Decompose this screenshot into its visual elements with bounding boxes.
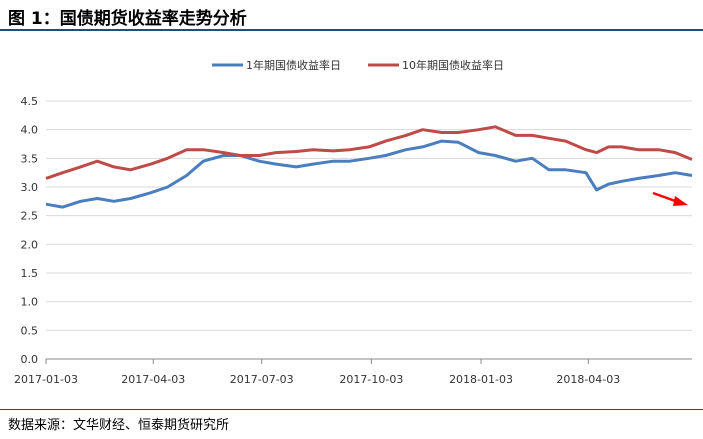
x-axis: 2017-01-03 2017-04-03 2017-07-03 2017-10-03… xyxy=(14,359,620,386)
y-tick-label: 3.5 xyxy=(21,152,39,165)
trend-arrow-shaft xyxy=(652,191,679,204)
legend-label-1y: 1年期国债收益率日 xyxy=(246,58,341,72)
gridlines xyxy=(46,100,692,360)
x-tick-label: 2018-04-03 xyxy=(556,373,620,386)
y-tick-label: 0.5 xyxy=(21,324,39,337)
legend: 1年期国债收益率日 10年期国债收益率日 xyxy=(212,58,504,72)
x-tick-label: 2017-04-03 xyxy=(121,373,185,386)
y-tick-label: 2.5 xyxy=(21,210,39,223)
y-tick-label: 3.0 xyxy=(21,181,39,194)
series-line-1y xyxy=(45,139,693,209)
y-tick-label: 4.5 xyxy=(21,95,39,108)
trend-arrow-head xyxy=(673,196,688,206)
x-tick-label: 2017-10-03 xyxy=(339,373,403,386)
trend-arrow xyxy=(652,191,688,206)
chart-title: 图 1：国债期货收益率走势分析 xyxy=(8,9,247,29)
y-tick-label: 1.0 xyxy=(21,296,39,309)
y-tick-label: 1.5 xyxy=(21,267,39,280)
x-tick-label: 2017-01-03 xyxy=(14,373,78,386)
y-tick-label: 4.0 xyxy=(21,124,39,137)
top-divider xyxy=(0,29,703,31)
source-note: 数据来源：文华财经、恒泰期货研究所 xyxy=(8,418,230,433)
y-tick-label: 2.0 xyxy=(21,238,39,251)
series-line-10y xyxy=(45,125,693,180)
y-axis: 4.5 4.0 3.5 3.0 2.5 2.0 1.5 1.0 0.5 0.0 xyxy=(21,95,39,366)
y-tick-label: 0.0 xyxy=(21,353,39,366)
x-tick-label: 2018-01-03 xyxy=(449,373,513,386)
bottom-divider xyxy=(0,409,703,410)
legend-label-10y: 10年期国债收益率日 xyxy=(402,58,504,72)
x-tick-label: 2017-07-03 xyxy=(230,373,294,386)
series-lines xyxy=(45,125,693,209)
line-chart: 1年期国债收益率日 10年期国债收益率日 4.5 4.0 3.5 3.0 2.5 2.0 1… xyxy=(14,58,693,386)
